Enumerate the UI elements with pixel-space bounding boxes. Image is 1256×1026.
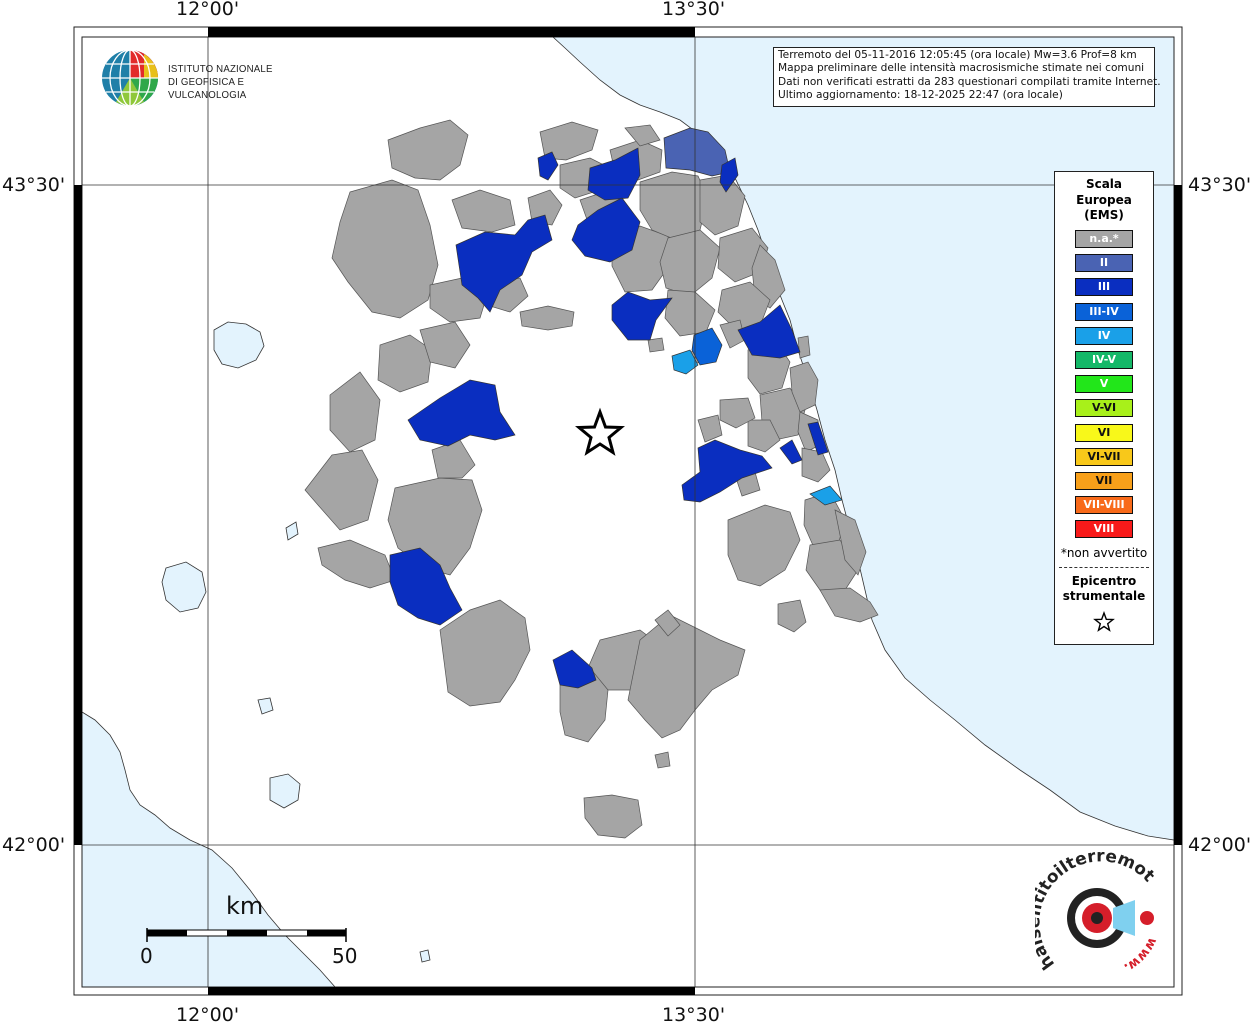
- lake-small-3: [285, 521, 299, 541]
- coord-right-4330: 43°30': [1188, 174, 1252, 196]
- legend-item: n.a.*: [1075, 230, 1133, 248]
- grid-lines: [82, 37, 1174, 987]
- info-line-4: Ultimo aggiornamento: 18-12-2025 22:47 (…: [778, 89, 1063, 102]
- legend-item: VI-VII: [1075, 447, 1133, 466]
- scale-bar: km 0 50: [140, 890, 360, 970]
- municipality-intensity-iii-iv: [691, 327, 723, 366]
- legend-separator: [1059, 567, 1149, 568]
- ingv-line2: DI GEOFISICA E VULCANOLOGIA: [168, 76, 247, 101]
- star-icon: [1093, 611, 1115, 632]
- coord-top-1330: 13°30': [662, 0, 726, 20]
- info-line-1: Terremoto del 05-11-2016 12:05:45 (ora l…: [778, 49, 1137, 61]
- event-info-box: Terremoto del 05-11-2016 12:05:45 (ora l…: [773, 47, 1161, 107]
- coord-bottom-1330: 13°30': [662, 1004, 726, 1026]
- ingv-line1: ISTITUTO NAZIONALE: [168, 63, 273, 75]
- lake-bolsena: [161, 561, 207, 613]
- coord-bottom-12: 12°00': [176, 1004, 240, 1026]
- legend-title-2: Europea: [1076, 192, 1132, 207]
- lake-trasimeno: [213, 321, 265, 369]
- legend-item: V-VI: [1075, 399, 1133, 418]
- legend-item: III: [1075, 278, 1133, 297]
- scale-label-end: 50: [332, 944, 358, 968]
- info-line-2: Mappa preliminare delle intensità macros…: [778, 62, 1145, 75]
- legend-item: V: [1075, 375, 1133, 394]
- ingv-globe-icon: [102, 49, 158, 107]
- legend-item: VII-VIII: [1075, 496, 1133, 515]
- coord-left-42: 42°00': [2, 834, 66, 856]
- lake-small-1: [269, 773, 301, 809]
- adriatic-sea: [551, 36, 1175, 841]
- epicenter-star: [575, 407, 625, 456]
- scale-unit: km: [226, 892, 264, 920]
- ingv-logo: ISTITUTO NAZIONALE DI GEOFISICA E VULCAN…: [100, 47, 320, 109]
- haisentito-www: www.: [1121, 935, 1160, 975]
- scale-bar-graphic: [146, 928, 347, 942]
- legend-item: IV-V: [1075, 351, 1133, 369]
- municipalities-intensity-iv: [671, 349, 843, 506]
- coord-top-12: 12°00': [176, 0, 240, 20]
- info-line-3: Dati non verificati estratti da 283 ques…: [778, 75, 1161, 88]
- coord-right-42: 42°00': [1188, 834, 1252, 856]
- legend-note: *non avvertito: [1060, 546, 1148, 560]
- legend-title-1: Scala: [1085, 177, 1123, 191]
- legend-epicenter-label: Epicentro strumentale: [1055, 574, 1153, 604]
- legend-title-3: (EMS): [1084, 208, 1124, 222]
- legend-item: II: [1075, 254, 1133, 273]
- municipalities-intensity-iii: [389, 147, 829, 689]
- legend-item: VIII: [1075, 520, 1133, 539]
- legend-epicenter-2: strumentale: [1062, 589, 1146, 603]
- haisentito-logo: haisentitoilterremoto.it www.: [1035, 852, 1160, 975]
- lake-small-2: [257, 697, 274, 715]
- lake-small-4: [419, 949, 431, 963]
- scale-label-start: 0: [140, 944, 153, 968]
- svg-text:www.: www.: [1121, 935, 1160, 975]
- legend-epicenter-1: Epicentro: [1071, 574, 1137, 588]
- coord-left-4330: 43°30': [2, 174, 66, 196]
- legend-item: VII: [1075, 472, 1133, 490]
- legend-item: III-IV: [1075, 302, 1133, 321]
- legend-item: IV: [1075, 326, 1133, 345]
- legend-item: VI: [1075, 423, 1133, 442]
- map-frame: [73, 26, 1183, 996]
- legend-title: Scala Europea (EMS): [1055, 177, 1153, 224]
- ems-legend: Scala Europea (EMS) n.a.* II III III-IV IV IV…: [1054, 171, 1154, 645]
